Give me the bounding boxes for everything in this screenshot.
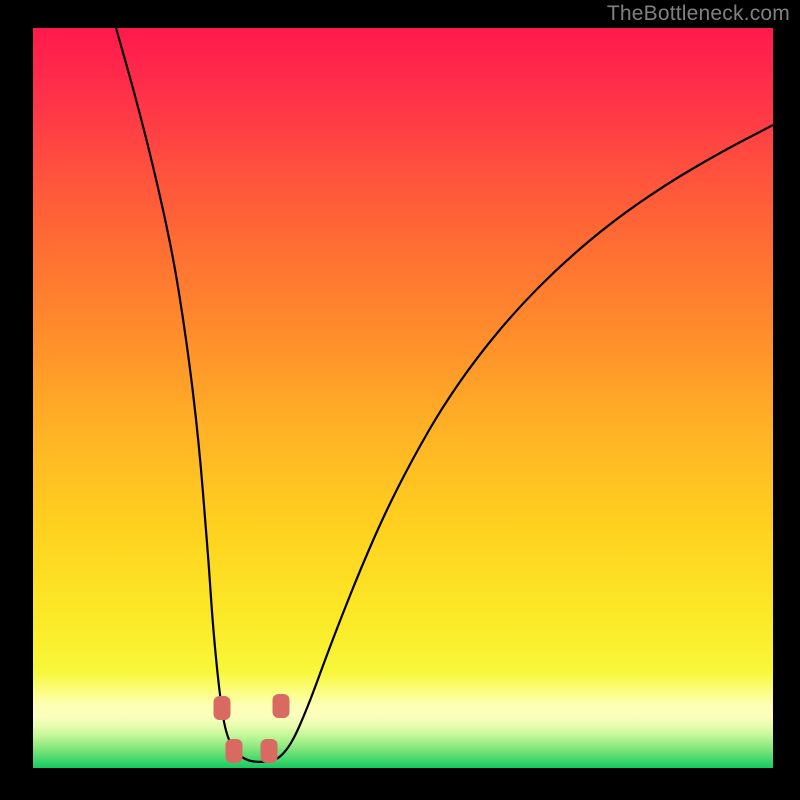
bottleneck-curve [116, 28, 773, 762]
curve-marker [214, 696, 231, 720]
plot-area [33, 28, 773, 768]
curve-marker [261, 739, 278, 763]
curve-marker [226, 739, 243, 763]
curve-marker [273, 694, 290, 718]
attribution-text: TheBottleneck.com [607, 2, 790, 26]
chart-container: TheBottleneck.com [0, 0, 800, 800]
curve-layer [33, 28, 773, 768]
